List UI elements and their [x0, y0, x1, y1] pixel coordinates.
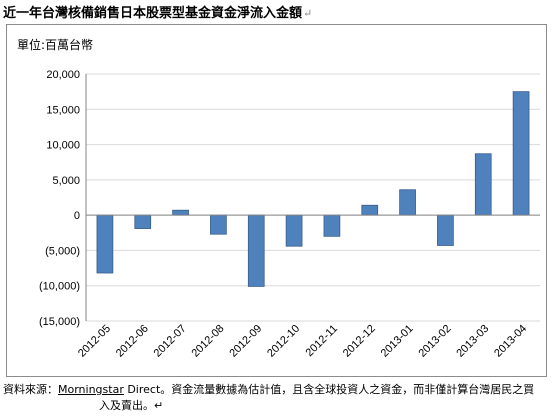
x-tick-label: 2012-12: [341, 323, 378, 360]
x-tick-label: 2012-11: [304, 323, 340, 359]
bar: [474, 153, 492, 216]
document-title-text: 近一年台灣核備銷售日本股票型基金資金淨流入金額: [3, 6, 303, 21]
bar: [361, 204, 379, 216]
unit-label: 單位:百萬台幣: [17, 37, 93, 52]
y-tick-label: (5,000): [45, 245, 80, 257]
bar: [172, 209, 189, 216]
document-title: 近一年台灣核備銷售日本股票型基金資金淨流入金額↵: [3, 2, 312, 21]
bar: [399, 189, 416, 216]
y-tick-label: 10,000: [46, 140, 80, 152]
y-tick-label: 0: [74, 210, 80, 222]
x-tick-label: 2013-03: [454, 323, 491, 360]
bar: [437, 214, 454, 246]
bar: [210, 214, 227, 235]
footnote-prefix: 資料來源：: [3, 383, 58, 396]
x-tick-label: 2013-02: [417, 323, 454, 360]
bar: [512, 91, 530, 216]
x-tick-label: 2012-05: [76, 323, 113, 360]
footnote-brand: Morningstar: [58, 383, 124, 396]
x-tick-label: 2013-01: [379, 323, 416, 360]
y-tick-label: 20,000: [46, 69, 80, 81]
bar: [134, 214, 152, 229]
footnote: 資料來源：Morningstar Direct。資金流量數據為估計值，且含全球投…: [3, 382, 552, 414]
footnote-text: Direct。資金流量數據為估計值，且含全球投資人之資金，而非僅計算台灣居民之買: [123, 383, 535, 396]
y-tick-label: (10,000): [39, 281, 80, 293]
paragraph-mark-icon: ↵: [303, 7, 313, 20]
bar: [96, 214, 114, 274]
x-tick-label: 2012-09: [227, 323, 264, 360]
bar: [247, 214, 265, 287]
x-tick-label: 2013-04: [492, 323, 529, 360]
x-tick-label: 2012-08: [190, 323, 227, 360]
bar: [323, 214, 341, 237]
y-tick-label: (15,000): [39, 316, 80, 328]
bar-chart: 單位:百萬台幣 20,000 15,000 10,000 5,000 0 (5,000) (1…: [17, 37, 540, 360]
bar: [285, 214, 303, 247]
x-tick-label: 2012-06: [114, 323, 151, 360]
chart-frame: 單位:百萬台幣 20,000 15,000 10,000 5,000 0 (5,000) (1…: [6, 24, 547, 377]
y-tick-label: 15,000: [46, 104, 80, 116]
y-tick-label: 5,000: [52, 175, 80, 187]
footnote-line2: 入及賣出。↵: [99, 399, 164, 412]
x-tick-label: 2012-10: [265, 323, 302, 360]
x-tick-label: 2012-07: [152, 323, 189, 360]
